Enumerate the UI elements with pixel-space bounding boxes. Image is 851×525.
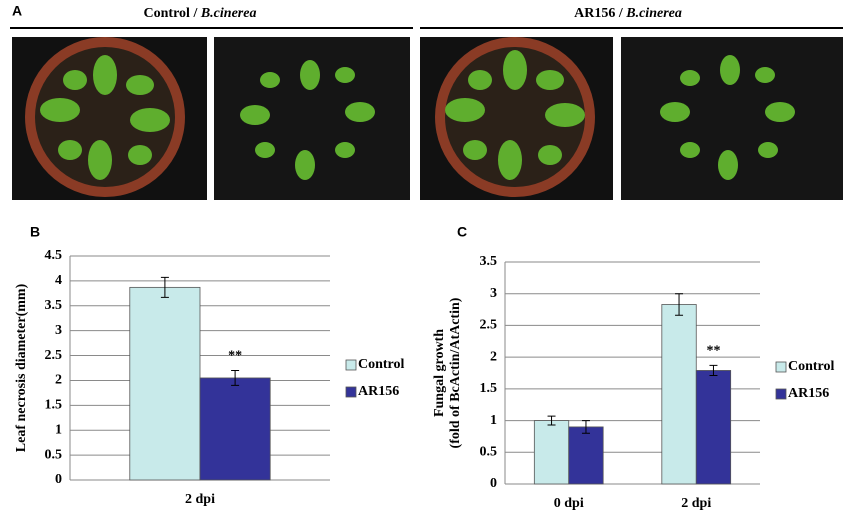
y-tick-label: 0.5: [45, 447, 63, 462]
bar: [695, 370, 732, 485]
y-tick-label: 2.5: [45, 348, 63, 363]
legend-swatch: [345, 359, 357, 371]
legend-label: Control: [788, 359, 835, 374]
panel-label: C: [457, 224, 467, 240]
y-tick-label: 3.5: [45, 298, 63, 313]
group-title-italic: B.cinerea: [200, 6, 257, 21]
y-tick-label: 4.5: [45, 248, 63, 263]
group-title-italic: B.cinerea: [625, 6, 682, 21]
y-axis-label: Leaf necrosis diameter(mm): [14, 283, 29, 452]
x-tick-label: 2 dpi: [681, 496, 711, 511]
x-tick-label: 0 dpi: [554, 496, 584, 511]
legend-swatch: [775, 361, 787, 373]
legend-label: AR156: [788, 386, 829, 401]
group-title: AR156 / B.cinerea: [574, 6, 682, 21]
error-bar: [547, 415, 556, 426]
rosettes: [40, 50, 795, 180]
error-bar: [160, 276, 169, 298]
error-bar: [231, 369, 240, 386]
legend-label: Control: [358, 357, 405, 372]
y-tick-label: 3: [490, 286, 497, 301]
y-tick-label: 1.5: [480, 381, 498, 396]
legend-swatch: [345, 386, 357, 398]
panel-label: A: [12, 3, 22, 19]
group-title-plain: AR156 /: [574, 6, 626, 21]
y-tick-label: 1: [55, 422, 62, 437]
y-tick-label: 2: [490, 349, 497, 364]
y-tick-label: 0.5: [480, 445, 498, 460]
bar: [533, 420, 570, 485]
y-tick-label: 2: [55, 373, 62, 388]
y-tick-label: 3: [55, 323, 62, 338]
y-tick-label: 1: [490, 413, 497, 428]
group-title-plain: Control /: [144, 6, 201, 21]
legend-swatch: [775, 388, 787, 400]
y-tick-label: 4: [55, 273, 62, 288]
bar: [568, 426, 604, 485]
bar: [129, 286, 201, 481]
error-bar: [581, 420, 590, 434]
legend-label: AR156: [358, 384, 399, 399]
panel-label: B: [30, 224, 40, 240]
bar: [661, 304, 697, 485]
bar: [199, 377, 271, 481]
x-tick-label: 2 dpi: [185, 492, 215, 507]
group-title: Control / B.cinerea: [144, 6, 257, 21]
error-bar: [675, 293, 684, 316]
y-axis-label: Fungal growth: [432, 329, 447, 417]
error-bar: [709, 364, 718, 377]
y-axis-label: (fold of BcActin/AtActin): [448, 297, 463, 448]
annotation: **: [706, 344, 720, 359]
y-tick-label: 3.5: [480, 254, 498, 269]
photos: [12, 37, 843, 200]
y-tick-label: 0: [55, 472, 62, 487]
y-tick-label: 2.5: [480, 318, 498, 333]
annotation: **: [228, 349, 242, 364]
y-tick-label: 0: [490, 476, 497, 491]
y-tick-label: 1.5: [45, 398, 63, 413]
